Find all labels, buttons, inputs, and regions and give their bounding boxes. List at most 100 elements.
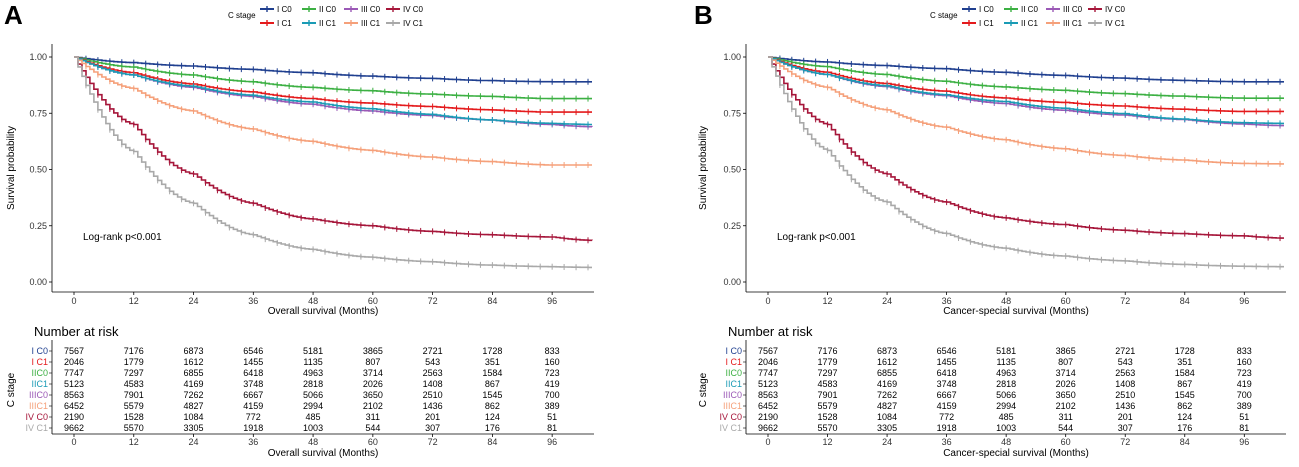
x-tick-label: 36 bbox=[942, 296, 952, 306]
y-tick-label: 0.25 bbox=[29, 221, 47, 231]
risk-table: Number at risk C stage I C0 7567 7176 6873 654… bbox=[6, 324, 594, 459]
risk-cell: 389 bbox=[545, 401, 560, 411]
risk-cell: 1584 bbox=[1175, 368, 1195, 378]
legend-label: IV C1 bbox=[1105, 19, 1126, 28]
y-tick-label: 0.25 bbox=[723, 221, 741, 231]
risk-cell: 7567 bbox=[758, 346, 778, 356]
risk-cell: 2026 bbox=[1056, 379, 1076, 389]
risk-table-xlabel: Cancer-special survival (Months) bbox=[943, 448, 1089, 459]
legend-item: II C1 bbox=[302, 19, 336, 28]
legend-item: IV C0 bbox=[1088, 5, 1126, 14]
risk-cell: 4159 bbox=[937, 401, 957, 411]
risk-cell: 3305 bbox=[184, 423, 204, 433]
legend-item: II C0 bbox=[302, 5, 336, 14]
risk-x-tick-label: 96 bbox=[547, 437, 557, 447]
curve-iv-c1 bbox=[74, 56, 592, 271]
x-tick-label: 84 bbox=[487, 296, 497, 306]
risk-cell: 3865 bbox=[363, 346, 383, 356]
risk-row-label: I C1 bbox=[725, 357, 742, 367]
y-tick-label: 0.00 bbox=[723, 277, 741, 287]
risk-cell: 7297 bbox=[124, 368, 144, 378]
risk-row-label: IV C0 bbox=[719, 412, 742, 422]
risk-cell: 1084 bbox=[877, 412, 897, 422]
legend-item: I C1 bbox=[260, 19, 292, 28]
risk-cell: 1084 bbox=[184, 412, 204, 422]
risk-cell: 5181 bbox=[996, 346, 1016, 356]
legend-label: II C1 bbox=[1021, 19, 1038, 28]
risk-cell: 807 bbox=[1058, 357, 1073, 367]
legend-label: I C0 bbox=[979, 5, 994, 14]
survival-line bbox=[74, 56, 593, 128]
x-tick-label: 36 bbox=[248, 296, 258, 306]
risk-cell: 351 bbox=[1177, 357, 1192, 367]
risk-cell: 7262 bbox=[877, 390, 897, 400]
risk-cell: 1135 bbox=[303, 357, 322, 367]
risk-cell: 2046 bbox=[758, 357, 778, 367]
risk-cell: 9662 bbox=[758, 423, 778, 433]
risk-cell: 4169 bbox=[184, 379, 204, 389]
logrank-annotation: Log-rank p<0.001 bbox=[777, 232, 856, 243]
legend-title: C stage bbox=[228, 11, 256, 20]
x-tick-label: 60 bbox=[368, 296, 378, 306]
legend-item: III C1 bbox=[344, 19, 381, 28]
survival-curves bbox=[74, 55, 593, 271]
curve-ii-c1 bbox=[74, 56, 592, 128]
risk-cell: 1545 bbox=[1175, 390, 1195, 400]
curve-iv-c0 bbox=[768, 56, 1284, 242]
risk-cell: 4963 bbox=[303, 368, 323, 378]
x-axis-label: Overall survival (Months) bbox=[268, 306, 379, 317]
risk-cell: 7176 bbox=[818, 346, 838, 356]
curve-iv-c0 bbox=[74, 56, 593, 244]
risk-cell: 6667 bbox=[243, 390, 263, 400]
legend-item: I C1 bbox=[962, 19, 994, 28]
risk-cell: 5123 bbox=[64, 379, 84, 389]
x-tick-label: 72 bbox=[1120, 296, 1130, 306]
risk-x-tick-label: 72 bbox=[428, 437, 438, 447]
risk-cell: 124 bbox=[485, 412, 500, 422]
y-tick-label: 0.75 bbox=[29, 108, 47, 118]
risk-row: IIC0 7747 7297 6855 6418 4963 3714 2563 1584 723 bbox=[31, 368, 559, 378]
risk-x-tick-label: 36 bbox=[248, 437, 258, 447]
risk-cell: 867 bbox=[1177, 379, 1192, 389]
risk-table-title: Number at risk bbox=[34, 324, 119, 339]
risk-cell: 1003 bbox=[996, 423, 1016, 433]
risk-x-tick-label: 24 bbox=[882, 437, 892, 447]
risk-row-label: I C1 bbox=[31, 357, 48, 367]
x-tick-label: 24 bbox=[189, 296, 199, 306]
risk-cell: 2818 bbox=[996, 379, 1016, 389]
risk-cell: 389 bbox=[1237, 401, 1252, 411]
risk-cell: 5066 bbox=[303, 390, 323, 400]
risk-x-tick-label: 84 bbox=[487, 437, 497, 447]
risk-row: IV C0 2190 1528 1084 772 485 311 201 124 51 bbox=[719, 412, 1249, 422]
risk-cell: 5066 bbox=[996, 390, 1016, 400]
panel-label: A bbox=[4, 0, 23, 30]
curve-iii-c1 bbox=[768, 56, 1284, 167]
risk-cell: 1436 bbox=[423, 401, 443, 411]
risk-x-tick-label: 48 bbox=[1001, 437, 1011, 447]
risk-cell: 6546 bbox=[937, 346, 957, 356]
risk-cell: 351 bbox=[485, 357, 500, 367]
x-tick-label: 96 bbox=[547, 296, 557, 306]
risk-cell: 4963 bbox=[996, 368, 1016, 378]
y-tick-label: 0.00 bbox=[29, 277, 47, 287]
survival-line bbox=[768, 56, 1284, 127]
risk-cell: 2994 bbox=[303, 401, 323, 411]
legend-label: III C1 bbox=[1063, 19, 1083, 28]
risk-row: IIIC0 8563 7901 7262 6667 5066 3650 2510 1545 700 bbox=[29, 390, 560, 400]
survival-line bbox=[768, 56, 1284, 165]
x-tick-label: 0 bbox=[765, 296, 770, 306]
risk-cell: 4583 bbox=[818, 379, 838, 389]
risk-cell: 700 bbox=[1237, 390, 1252, 400]
risk-cell: 7567 bbox=[64, 346, 84, 356]
risk-cell: 6855 bbox=[877, 368, 897, 378]
risk-cell: 700 bbox=[545, 390, 560, 400]
y-tick-label: 1.00 bbox=[29, 52, 47, 62]
risk-x-tick-label: 24 bbox=[189, 437, 199, 447]
survival-line bbox=[768, 56, 1284, 125]
risk-cell: 81 bbox=[1239, 423, 1249, 433]
risk-cell: 1612 bbox=[877, 357, 897, 367]
risk-cell: 7901 bbox=[124, 390, 144, 400]
risk-row-label: IIC0 bbox=[725, 368, 742, 378]
risk-cell: 311 bbox=[366, 412, 380, 422]
risk-cell: 2190 bbox=[64, 412, 84, 422]
